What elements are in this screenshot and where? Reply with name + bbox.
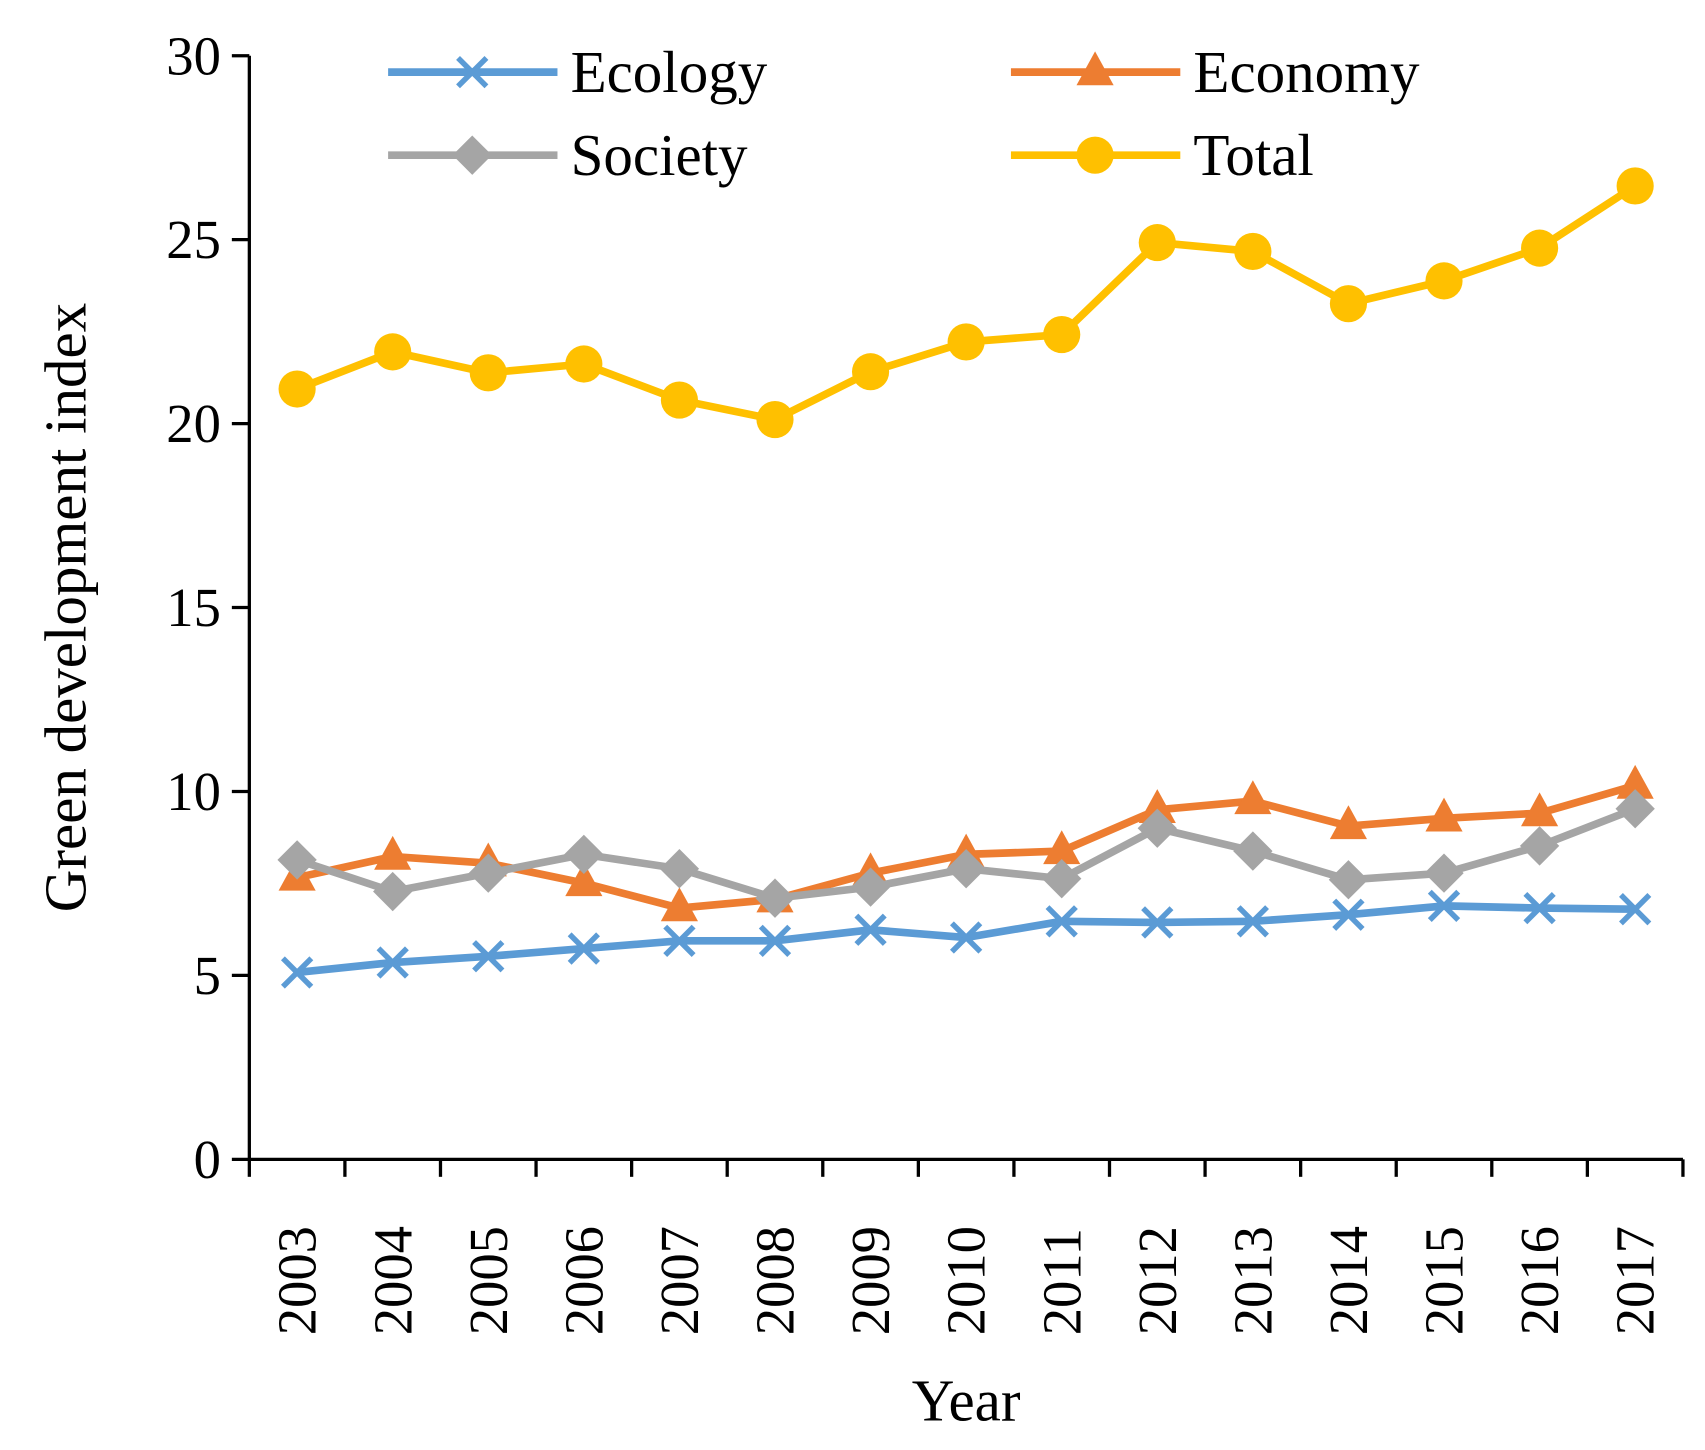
- x-tick-label: 2005: [458, 1226, 519, 1335]
- legend: Ecology Economy Society Total: [388, 39, 1420, 188]
- legend-marker: [452, 135, 492, 175]
- total-point: [660, 381, 698, 419]
- society-point: [1328, 860, 1369, 900]
- ecology-point: [1332, 898, 1365, 931]
- legend-label: Economy: [1193, 39, 1420, 105]
- ecology-point: [1427, 889, 1461, 923]
- x-tick-label: 2017: [1605, 1226, 1666, 1335]
- y-tick-label: 10: [166, 761, 221, 822]
- economy-point: [565, 862, 603, 897]
- economy-point: [660, 887, 698, 922]
- axes: 0 5 10 15 20 25 30 2003 2004 2005 2006 2007 2008 2009…: [166, 25, 1685, 1335]
- total-point: [1425, 262, 1463, 300]
- economy-point: [1043, 830, 1081, 865]
- y-axis-label: Green development index: [32, 303, 98, 912]
- society-point: [755, 878, 795, 918]
- total-point: [1043, 315, 1081, 354]
- ecology-point: [1141, 906, 1174, 939]
- ecology-point: [567, 932, 600, 965]
- x-tick-label: 2011: [1031, 1228, 1092, 1335]
- legend-marker: [1076, 51, 1114, 86]
- legend-label: Total: [1193, 122, 1313, 188]
- x-tick-label: 2010: [936, 1226, 997, 1335]
- ecology-point: [854, 913, 887, 946]
- x-tick-label: 2014: [1318, 1226, 1379, 1335]
- series-economy: [278, 764, 1654, 922]
- ecology-point: [758, 924, 792, 957]
- total-point: [1329, 285, 1368, 323]
- economy-point: [1425, 797, 1463, 832]
- economy-point: [1616, 764, 1654, 799]
- society-point: [373, 871, 413, 912]
- society-point: [1042, 858, 1082, 899]
- society-point: [1137, 808, 1177, 848]
- series-society: [277, 789, 1655, 918]
- x-tick-label: 2003: [267, 1226, 328, 1335]
- society-point: [946, 849, 986, 889]
- ecology-point: [1236, 905, 1269, 938]
- y-tick-label: 25: [166, 209, 221, 270]
- society-point: [850, 867, 891, 907]
- total-point: [1138, 224, 1176, 262]
- society-point: [1424, 853, 1464, 893]
- total-point: [756, 400, 794, 439]
- x-axis-label: Year: [912, 1367, 1021, 1433]
- x-tick-label: 2009: [840, 1226, 901, 1335]
- legend-label: Society: [571, 122, 748, 188]
- legend-item-society: Society: [388, 122, 748, 188]
- ecology-point: [1619, 893, 1652, 926]
- ecology-point: [1045, 905, 1078, 938]
- society-point: [1233, 831, 1273, 871]
- y-tick-label: 0: [194, 1129, 221, 1190]
- legend-item-ecology: Ecology: [388, 39, 768, 105]
- y-tick-label: 30: [166, 25, 221, 86]
- ecology-point: [1523, 891, 1556, 925]
- y-tick-label: 15: [166, 577, 221, 638]
- y-tick-label: 20: [166, 393, 221, 454]
- ecology-point: [663, 924, 696, 957]
- ecology-point: [280, 956, 314, 989]
- total-point: [1234, 232, 1272, 271]
- legend-label: Ecology: [571, 39, 768, 105]
- x-tick-label: 2007: [649, 1226, 710, 1335]
- total-point: [469, 354, 507, 392]
- ecology-point: [376, 946, 409, 979]
- legend-item-economy: Economy: [1010, 39, 1420, 105]
- total-point: [1616, 167, 1654, 205]
- x-tick-label: 2008: [745, 1226, 806, 1335]
- economy-point: [374, 835, 412, 870]
- x-tick-label: 2004: [362, 1226, 423, 1335]
- x-tick-label: 2013: [1222, 1226, 1283, 1335]
- society-point: [659, 849, 700, 889]
- legend-item-total: Total: [1010, 122, 1314, 188]
- y-tick-label: 5: [194, 945, 221, 1006]
- economy-point: [1138, 789, 1176, 823]
- series-ecology: [280, 889, 1652, 989]
- ecology-point: [950, 921, 983, 954]
- society-point: [564, 834, 604, 875]
- series-group: [277, 167, 1655, 989]
- total-point: [565, 345, 603, 383]
- total-point: [278, 370, 316, 408]
- economy-point: [1521, 792, 1559, 827]
- x-tick-label: 2015: [1414, 1226, 1475, 1335]
- total-point: [374, 333, 412, 371]
- series-total: [278, 167, 1654, 439]
- total-point: [947, 323, 985, 361]
- x-tick-label: 2006: [553, 1226, 614, 1335]
- x-tick-label: 2016: [1509, 1226, 1570, 1335]
- society-point: [1615, 789, 1655, 829]
- economy-point: [1329, 805, 1368, 840]
- x-tick-label: 2012: [1127, 1226, 1188, 1335]
- ecology-point: [472, 940, 505, 973]
- legend-marker: [456, 55, 489, 89]
- total-point: [851, 353, 890, 391]
- total-point: [1521, 229, 1559, 267]
- legend-marker: [1076, 136, 1114, 174]
- society-point: [1519, 826, 1560, 866]
- economy-point: [1234, 780, 1272, 815]
